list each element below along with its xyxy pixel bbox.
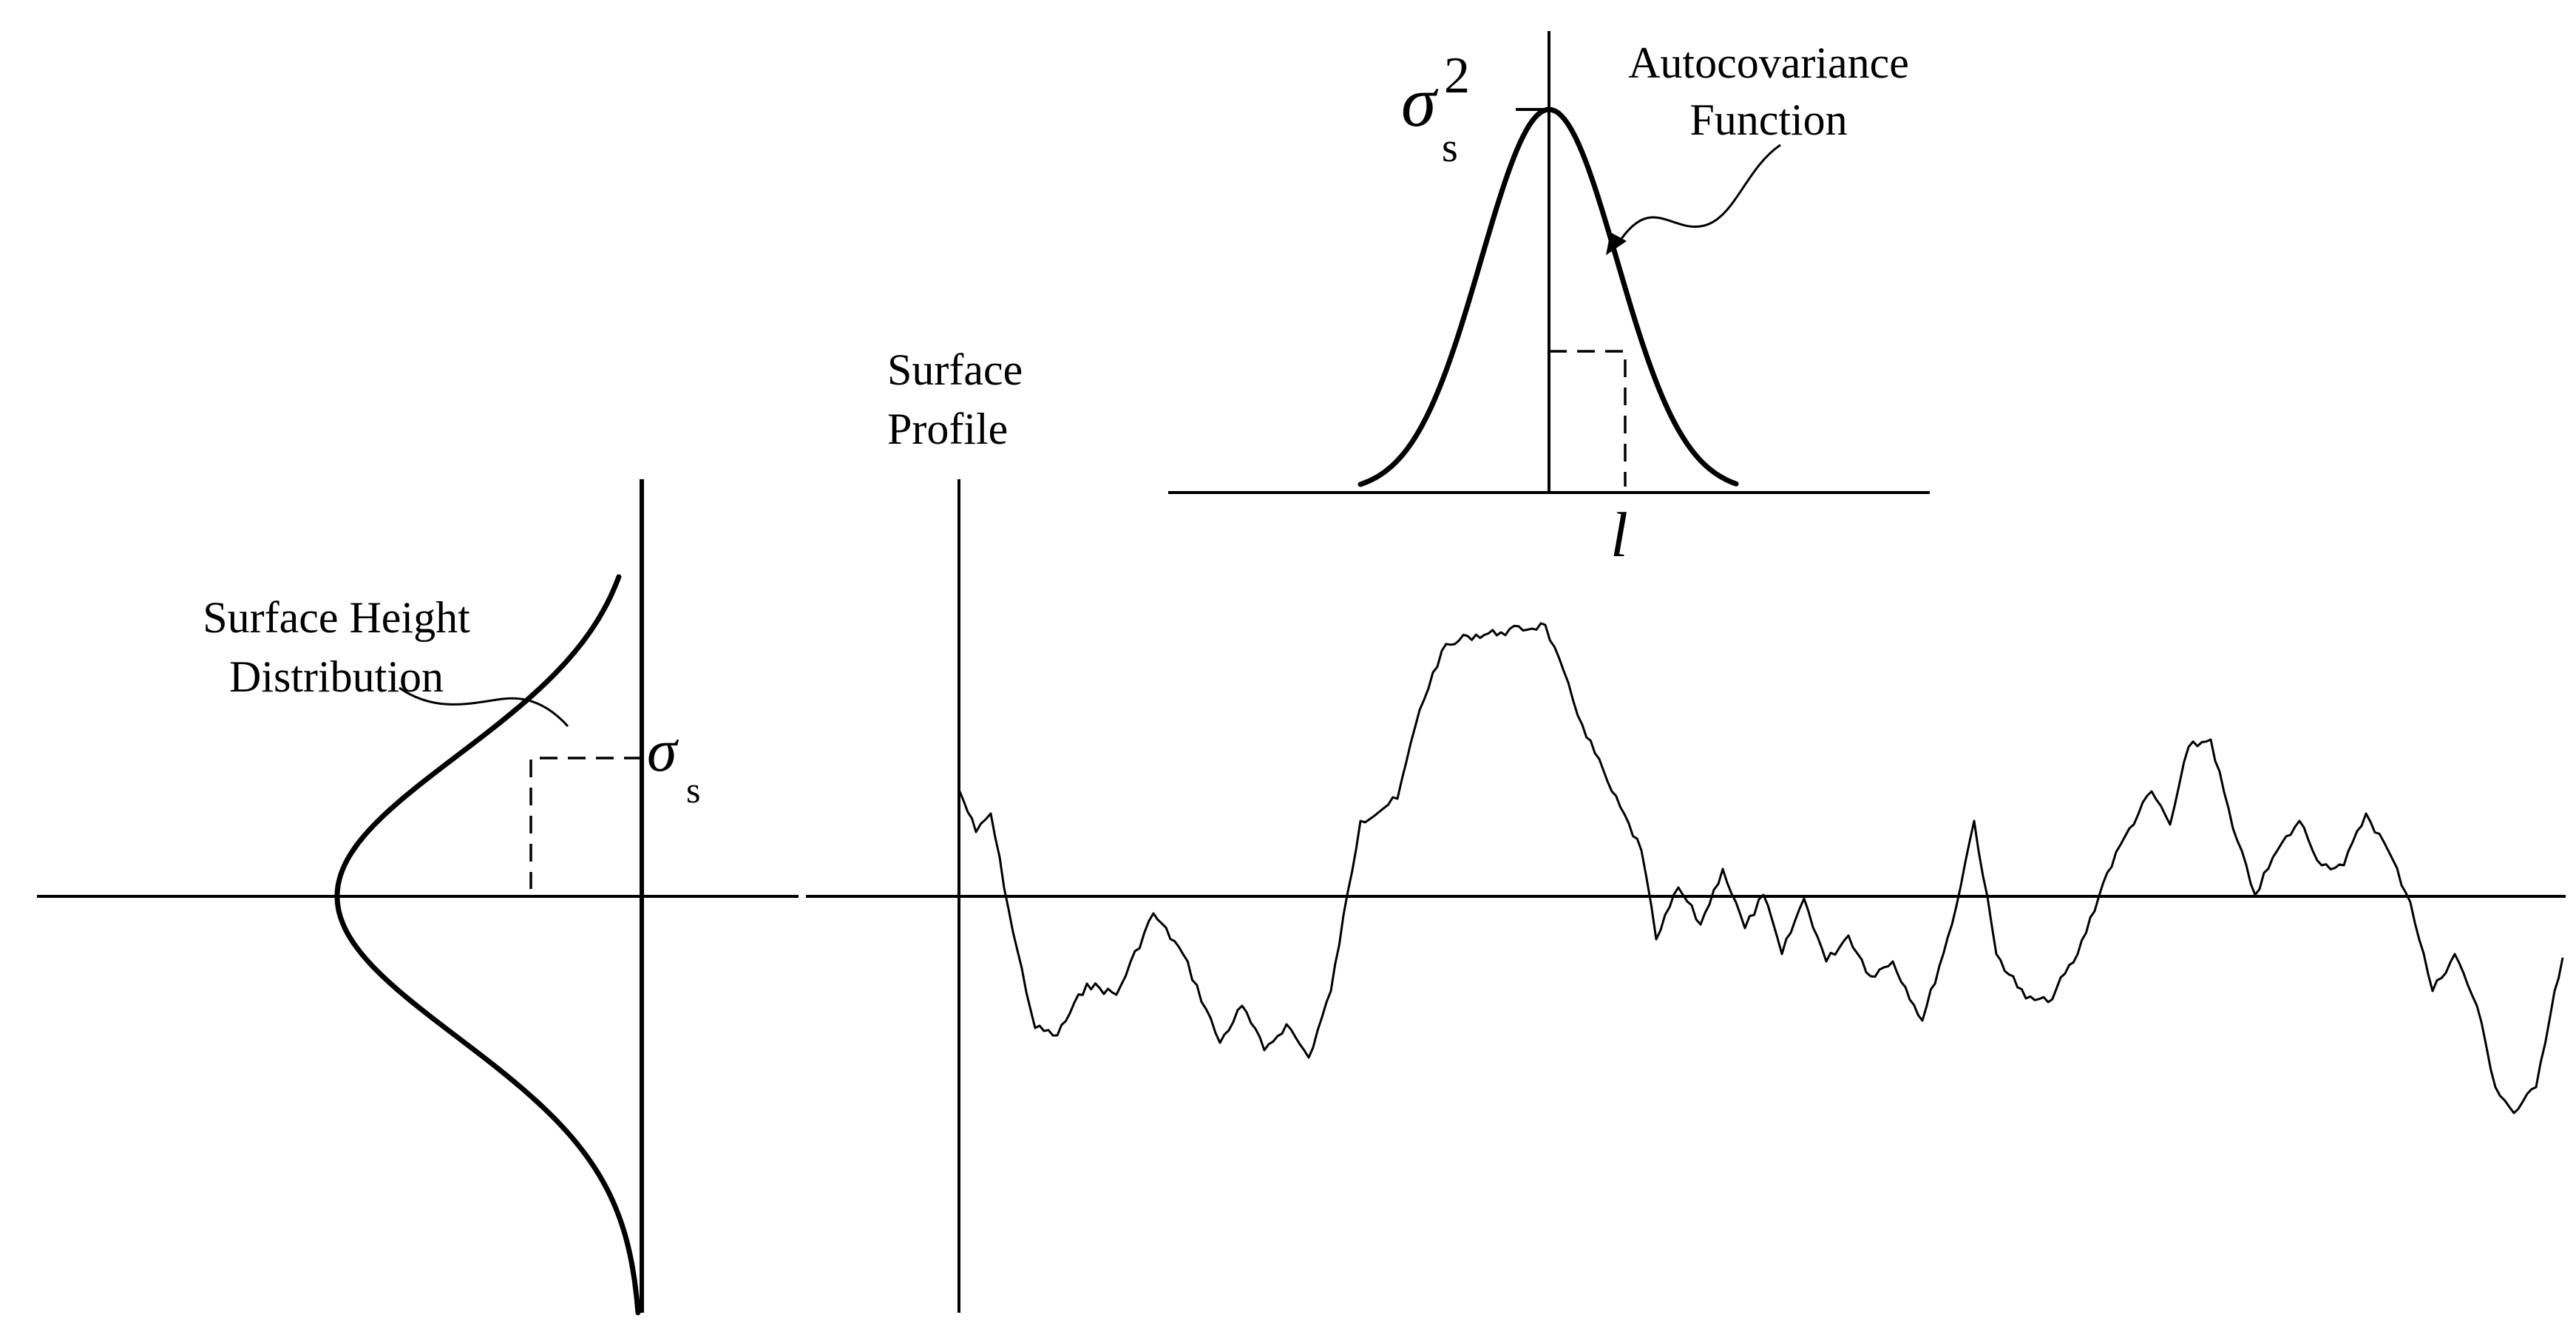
surface-profile-curve [958,622,2564,1115]
sigma-s-dashed-marker [529,757,642,889]
autocovariance-label-line2: Function [1689,95,1847,144]
correlation-length-dashed-marker [1549,350,1627,487]
autocovariance-curve [1358,106,1739,487]
surface-profile-label-line1: Surface [887,345,1023,394]
correlation-length-label: l [1610,499,1628,570]
sigma-sq-symbol: σ [1401,62,1439,141]
height-distribution-label-line2: Distribution [229,652,444,701]
height-distribution-leader-line [399,686,569,728]
autocovariance-label-line1: Autocovariance [1628,38,1909,87]
autocovariance-leader-line [1616,143,1781,245]
sigma-sq-superscript: 2 [1444,47,1470,104]
surface-profile-label-line2: Profile [887,405,1008,453]
autocovariance-arrowhead [1606,232,1627,255]
height-distribution-label-line1: Surface Height [203,593,470,642]
sigma-s-subscript: s [686,769,700,811]
sigma-sq-subscript: s [1442,125,1458,171]
sigma-s-symbol: σ [647,717,679,784]
